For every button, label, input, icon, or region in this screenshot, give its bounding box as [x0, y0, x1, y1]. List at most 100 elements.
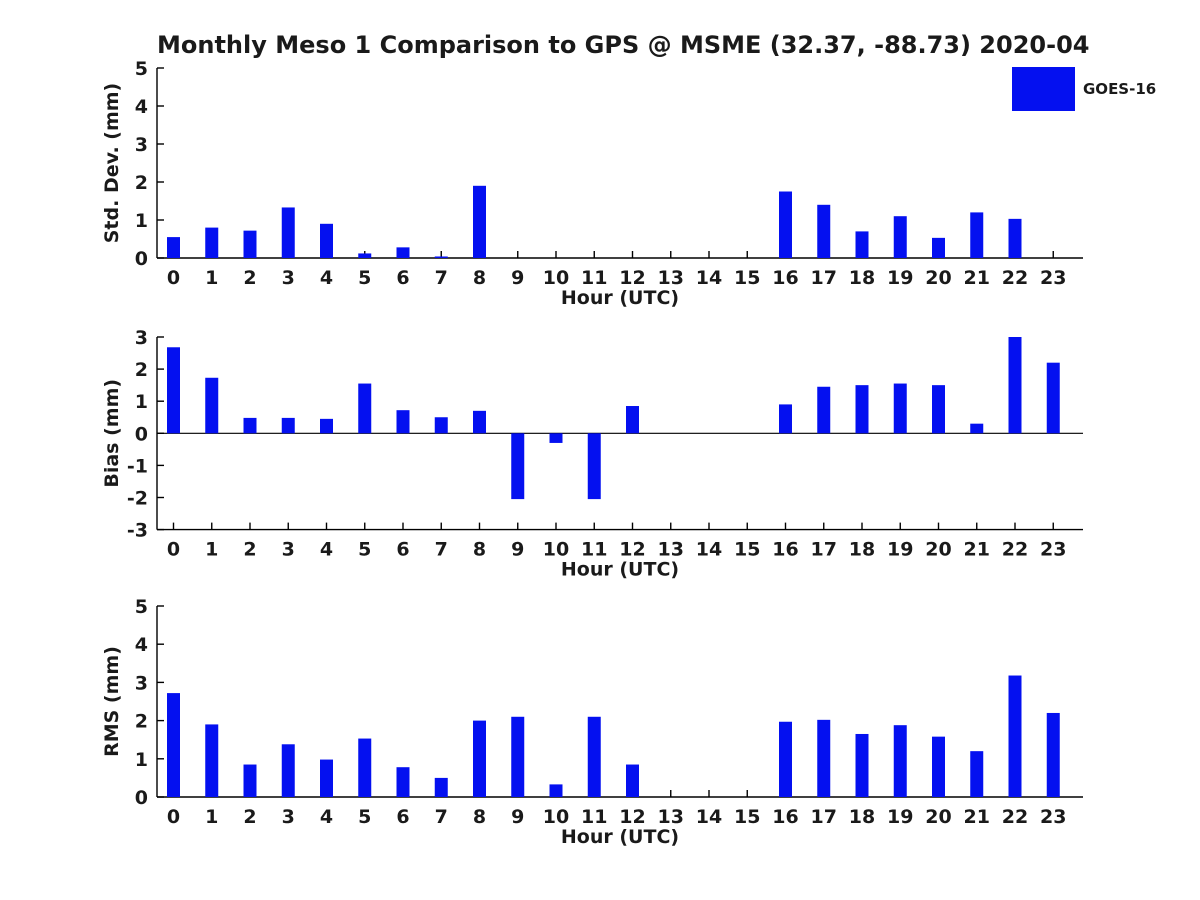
bar-hour-6: [396, 247, 410, 258]
y-tick-label: 1: [135, 210, 148, 232]
x-tick-label: 5: [358, 539, 371, 561]
x-tick-label: 18: [849, 267, 875, 289]
x-tick-label: 7: [435, 267, 448, 289]
bar-hour-22: [1008, 675, 1022, 797]
bar-hour-20: [932, 736, 945, 797]
y-axis-label: RMS (mm): [101, 646, 123, 757]
x-tick-label: 15: [734, 806, 760, 828]
x-tick-label: 8: [473, 267, 486, 289]
bar-hour-12: [626, 764, 639, 797]
bar-hour-2: [243, 417, 257, 434]
bar-hour-8: [473, 720, 486, 797]
bar-hour-23: [1046, 362, 1060, 434]
x-tick-label: 20: [925, 539, 951, 561]
bar-hour-11: [587, 716, 601, 797]
bar-hour-0: [167, 347, 180, 434]
x-tick-label: 10: [543, 539, 569, 561]
x-tick-label: 23: [1040, 806, 1066, 828]
x-tick-label: 7: [435, 539, 448, 561]
x-tick-label: 1: [205, 539, 218, 561]
x-tick-label: 10: [543, 267, 569, 289]
bar-hour-4: [320, 223, 333, 258]
y-tick-label: 2: [135, 711, 148, 733]
bar-hour-0: [167, 237, 180, 258]
x-tick-label: 21: [964, 806, 990, 828]
x-tick-label: 17: [811, 539, 837, 561]
x-tick-label: 22: [1002, 267, 1028, 289]
x-tick-label: 16: [772, 539, 798, 561]
x-tick-label: 11: [581, 539, 607, 561]
bar-hour-18: [855, 231, 869, 258]
bar-hour-7: [434, 256, 448, 258]
x-tick-label: 2: [243, 539, 256, 561]
bar-hour-1: [205, 227, 219, 258]
bar-hour-1: [205, 377, 219, 434]
x-tick-label: 14: [696, 539, 722, 561]
x-tick-label: 20: [925, 267, 951, 289]
x-tick-label: 21: [964, 539, 990, 561]
x-axis-label: Hour (UTC): [561, 826, 679, 848]
bar-hour-2: [243, 230, 257, 258]
x-tick-label: 17: [811, 267, 837, 289]
x-tick-label: 21: [964, 267, 990, 289]
bar-hour-3: [281, 207, 295, 258]
bar-hour-23: [1046, 712, 1060, 797]
x-tick-label: 6: [396, 806, 409, 828]
x-tick-label: 6: [396, 267, 409, 289]
x-tick-label: 8: [473, 539, 486, 561]
chart-title: Monthly Meso 1 Comparison to GPS @ MSME …: [157, 31, 1090, 59]
bar-hour-21: [970, 423, 984, 434]
x-tick-label: 0: [167, 539, 180, 561]
x-tick-label: 4: [320, 267, 333, 289]
x-tick-label: 3: [282, 539, 295, 561]
legend-label: GOES-16: [1083, 80, 1157, 98]
y-tick-label: 0: [135, 248, 148, 270]
bar-hour-17: [817, 386, 831, 434]
bar-hour-2: [243, 764, 257, 797]
y-tick-label: 1: [135, 749, 148, 771]
y-tick-label: 1: [135, 391, 148, 413]
x-tick-label: 23: [1040, 539, 1066, 561]
bar-hour-16: [779, 721, 792, 797]
bar-hour-6: [396, 410, 410, 434]
bar-hour-6: [396, 767, 410, 797]
bar-hour-18: [855, 385, 869, 434]
x-tick-label: 2: [243, 267, 256, 289]
bar-hour-19: [893, 216, 907, 258]
x-tick-label: 19: [887, 267, 913, 289]
x-tick-label: 11: [581, 267, 607, 289]
y-tick-label: 3: [135, 327, 148, 349]
bar-hour-20: [932, 385, 945, 434]
x-tick-label: 0: [167, 267, 180, 289]
bar-hour-10: [549, 784, 563, 797]
bar-hour-11: [587, 433, 601, 500]
bar-hour-3: [281, 417, 295, 434]
bar-hour-0: [167, 693, 180, 797]
y-tick-label: 0: [135, 787, 148, 809]
x-tick-label: 2: [243, 806, 256, 828]
bar-hour-19: [893, 725, 907, 797]
x-tick-label: 13: [658, 806, 684, 828]
bar-hour-21: [970, 751, 984, 797]
bar-hour-16: [779, 404, 792, 434]
bar-hour-19: [893, 383, 907, 434]
bar-hour-8: [473, 410, 486, 434]
x-tick-label: 4: [320, 539, 333, 561]
x-axis-label: Hour (UTC): [561, 287, 679, 309]
bar-hour-22: [1008, 337, 1022, 434]
x-tick-label: 13: [658, 267, 684, 289]
x-tick-label: 9: [511, 267, 524, 289]
bar-hour-9: [511, 716, 525, 797]
bar-hour-5: [358, 738, 372, 797]
y-tick-label: 4: [135, 96, 148, 118]
x-tick-label: 14: [696, 267, 722, 289]
x-tick-label: 12: [619, 267, 645, 289]
x-tick-label: 15: [734, 267, 760, 289]
x-tick-label: 15: [734, 539, 760, 561]
x-tick-label: 3: [282, 806, 295, 828]
x-tick-label: 12: [619, 539, 645, 561]
